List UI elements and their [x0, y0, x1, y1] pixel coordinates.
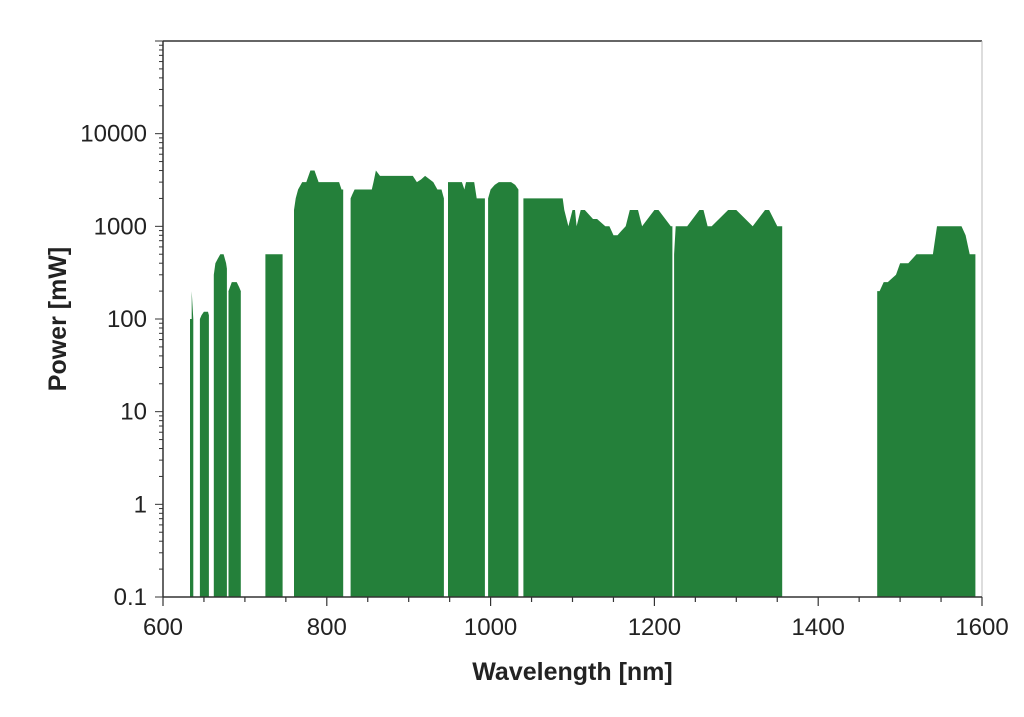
y-tick-label: 100: [107, 306, 147, 333]
power-band-12: [877, 226, 976, 598]
x-axis-ticks: 600 800 1000 1200 1400 1600: [143, 597, 1009, 641]
x-tick-label: 1400: [792, 614, 845, 641]
y-tick-label: 10000: [80, 121, 147, 148]
x-tick-label: 1200: [628, 614, 681, 641]
power-band-7: [350, 170, 444, 597]
power-band-3: [213, 254, 227, 597]
y-axis-ticks: 0.1 1 10 100 1000 10000: [80, 40, 163, 611]
power-band-10: [523, 198, 673, 597]
y-tick-label: 1: [134, 491, 147, 518]
y-tick-label: 10: [120, 399, 147, 426]
y-tick-label: 0.1: [114, 584, 147, 611]
power-bands: [190, 170, 976, 598]
power-band-4: [228, 282, 241, 597]
x-axis-title: Wavelength [nm]: [472, 658, 672, 686]
power-band-9: [488, 182, 519, 597]
power-band-5: [265, 254, 283, 597]
power-band-6: [294, 170, 344, 597]
x-tick-label: 600: [143, 614, 183, 641]
axes: 600 800 1000 1200 1400 1600 0.1 1 10 100 1000 1000…: [80, 40, 1009, 641]
x-tick-label: 1000: [464, 614, 517, 641]
x-tick-label: 1600: [955, 614, 1008, 641]
y-tick-label: 1000: [94, 213, 147, 240]
power-band-8: [448, 182, 485, 597]
x-tick-label: 800: [307, 614, 347, 641]
y-axis-title: Power [mW]: [44, 247, 72, 391]
power-band-2: [199, 311, 209, 597]
plot-frame: [163, 40, 983, 597]
power-band-11: [674, 210, 783, 597]
power-band-1: [190, 291, 194, 597]
